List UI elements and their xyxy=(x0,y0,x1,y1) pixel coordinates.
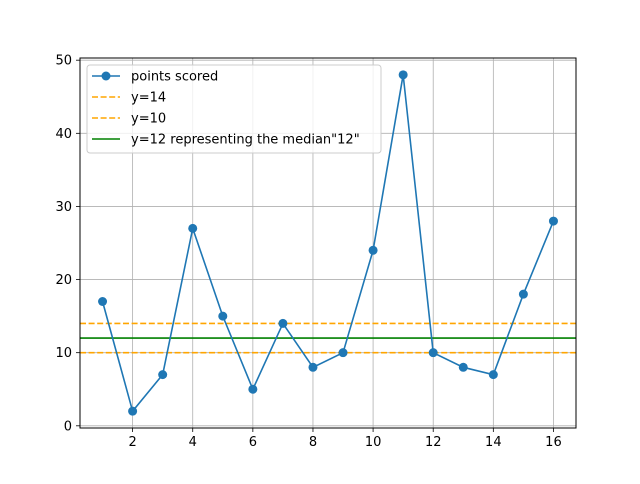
data-point xyxy=(278,318,288,328)
x-tick-label: 16 xyxy=(545,435,562,450)
data-point xyxy=(518,289,528,299)
x-tick-label: 12 xyxy=(425,435,442,450)
y-axis-ticks: 0 10 20 30 40 50 xyxy=(55,54,80,434)
x-tick-label: 10 xyxy=(365,435,382,450)
x-tick-label: 8 xyxy=(309,435,317,450)
legend-entry-label: y=12 representing the median"12" xyxy=(131,133,360,148)
legend-entry-label: y=10 xyxy=(131,112,166,127)
data-point xyxy=(248,384,258,394)
legend: points scored y=14 y=10 y=12 representing t… xyxy=(86,64,382,154)
data-point xyxy=(428,348,438,358)
series xyxy=(98,70,558,416)
data-point xyxy=(338,348,348,358)
data-point xyxy=(188,223,198,233)
x-tick-label: 6 xyxy=(249,435,257,450)
y-tick-label: 20 xyxy=(55,273,72,288)
x-tick-label: 14 xyxy=(485,435,502,450)
reference-lines xyxy=(80,322,576,354)
y-tick-label: 40 xyxy=(55,127,72,142)
data-point xyxy=(128,406,138,416)
y-tick-label: 0 xyxy=(64,419,72,434)
data-point xyxy=(548,216,558,226)
plot-area-frame xyxy=(79,57,577,429)
y-tick-label: 50 xyxy=(55,54,72,69)
data-point xyxy=(218,311,228,321)
x-tick-label: 4 xyxy=(189,435,197,450)
series-line-0 xyxy=(101,74,555,413)
legend-entry-label: y=14 xyxy=(131,91,166,106)
data-point xyxy=(398,70,408,80)
data-point xyxy=(308,362,318,372)
data-point xyxy=(488,370,498,380)
legend-box xyxy=(86,64,382,154)
y-tick-label: 30 xyxy=(55,200,72,215)
data-point xyxy=(458,362,468,372)
y-tick-label: 10 xyxy=(55,346,72,361)
data-point xyxy=(158,370,168,380)
legend-entry-label: points scored xyxy=(131,70,218,85)
x-tick-label: 2 xyxy=(128,435,136,450)
legend-marker xyxy=(101,71,111,81)
data-point xyxy=(98,296,108,306)
data-point xyxy=(368,245,378,255)
x-axis-ticks: 2 4 6 8 10 12 14 16 xyxy=(128,428,562,450)
